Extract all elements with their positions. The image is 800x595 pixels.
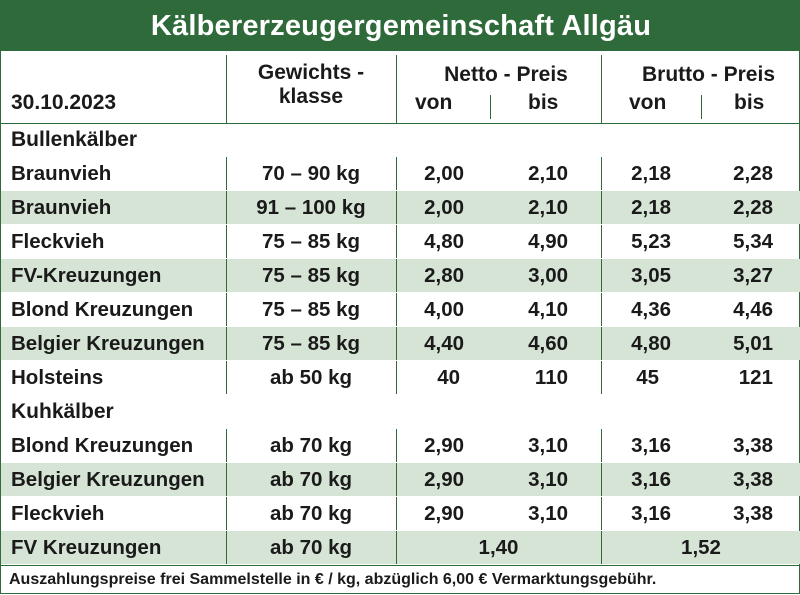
brutto-preis-header: Brutto - Preis [641,63,775,86]
table-row: Belgier Kreuzungen ab 70 kg 2,90 3,10 3,… [1,463,800,496]
table-row: Belgier Kreuzungen 75 – 85 kg 4,40 4,60 … [1,327,800,360]
footnote: Auszahlungspreise frei Sammelstelle in €… [1,565,800,595]
gewichtsklasse-header: Gewichts - klasse [257,61,365,108]
section-header-kuhkaelber: Kuhkälber [11,400,114,423]
table-row: Holsteins ab 50 kg 40 110 45 121 [1,361,800,394]
table-row: FV Kreuzungen ab 70 kg 1,40 1,52 [1,531,800,564]
table-row: Blond Kreuzungen 75 – 85 kg 4,00 4,10 4,… [1,293,800,326]
table-row: Braunvieh 91 – 100 kg 2,00 2,10 2,18 2,2… [1,191,800,224]
table-row: Blond Kreuzungen ab 70 kg 2,90 3,10 3,16… [1,429,800,462]
netto-preis-header: Netto - Preis [444,63,568,86]
brutto-von-header: von [629,91,667,114]
table-row: FV-Kreuzungen 75 – 85 kg 2,80 3,00 3,05 … [1,259,800,292]
table-row: Braunvieh 70 – 90 kg 2,00 2,10 2,18 2,28 [1,157,800,190]
brutto-bis-header: bis [734,91,765,114]
table-header: 30.10.2023 Gewichts - klasse Netto - Pre… [1,55,800,124]
netto-von-header: von [415,91,453,114]
page-title: Kälbererzeugergemeinschaft Allgäu [1,1,800,51]
date-label: 30.10.2023 [11,91,117,114]
section-header-bullenkaelber: Bullenkälber [11,128,138,151]
table-row: Fleckvieh ab 70 kg 2,90 3,10 3,16 3,38 [1,497,800,530]
table-row: Fleckvieh 75 – 85 kg 4,80 4,90 5,23 5,34 [1,225,800,258]
netto-bis-header: bis [528,91,559,114]
